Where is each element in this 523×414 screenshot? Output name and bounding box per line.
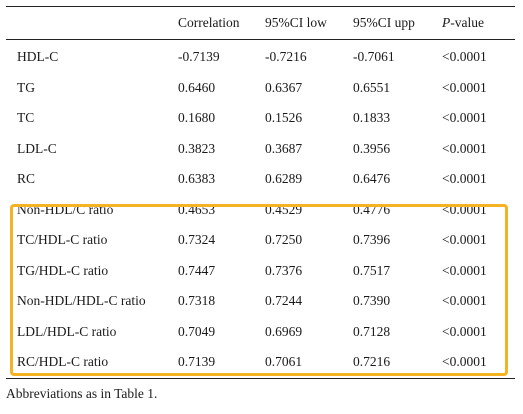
table-header-row: Correlation 95%CI low 95%CI upp P-value — [6, 8, 515, 38]
row-label: TG/HDL-C ratio — [17, 262, 109, 278]
correlation-cell: 0.7139 — [178, 354, 216, 369]
p-value-cell: <0.0001 — [442, 49, 487, 64]
header-correlation: Correlation — [178, 15, 240, 30]
p-value-cell: <0.0001 — [442, 354, 487, 369]
table-row: HDL-C -0.7139 -0.7216 -0.7061 <0.0001 — [6, 42, 515, 72]
ci-low-cell: 0.6969 — [265, 323, 303, 339]
correlation-cell: 0.6383 — [178, 171, 216, 186]
ci-low-cell: 0.7061 — [265, 354, 303, 369]
row-label: RC — [17, 171, 36, 186]
header-p-suffix: -value — [450, 15, 484, 30]
row-label: LDL-C — [17, 140, 57, 156]
table-row: LDL/HDL-C ratio 0.7049 0.6969 0.7128 <0.0001 — [6, 317, 515, 347]
row-label: TG — [17, 79, 35, 95]
ci-upp-cell: 0.3956 — [353, 140, 391, 156]
row-label: RC/HDL-C ratio — [17, 354, 109, 369]
row-label: TC/HDL-C ratio — [17, 232, 108, 247]
table-row: TC/HDL-C ratio 0.7324 0.7250 0.7396 <0.0001 — [6, 225, 515, 255]
p-value-cell: <0.0001 — [442, 323, 487, 339]
correlation-cell: 0.7318 — [178, 293, 216, 308]
correlation-cell: 0.3823 — [178, 140, 216, 156]
p-value-cell: <0.0001 — [442, 171, 487, 186]
ci-low-cell: 0.6367 — [265, 79, 303, 95]
table-row: RC 0.6383 0.6289 0.6476 <0.0001 — [6, 164, 515, 194]
ci-upp-cell: 0.1833 — [353, 110, 391, 125]
correlation-cell: -0.7139 — [178, 49, 220, 64]
p-value-cell: <0.0001 — [442, 140, 487, 156]
table-header-rule — [6, 39, 515, 40]
ci-upp-cell: 0.7216 — [353, 354, 391, 369]
ci-upp-cell: 0.6476 — [353, 171, 391, 186]
ci-upp-cell: 0.7396 — [353, 232, 391, 247]
header-ci-low: 95%CI low — [265, 15, 327, 30]
table-row: LDL-C 0.3823 0.3687 0.3956 <0.0001 — [6, 134, 515, 164]
header-ci-upp: 95%CI upp — [353, 15, 415, 30]
ci-upp-cell: 0.7128 — [353, 323, 391, 339]
correlation-cell: 0.6460 — [178, 79, 216, 95]
table-row: TC 0.1680 0.1526 0.1833 <0.0001 — [6, 103, 515, 133]
row-label: TC — [17, 110, 35, 125]
p-value-cell: <0.0001 — [442, 293, 487, 308]
row-label: Non-HDL/HDL-C ratio — [17, 293, 146, 308]
ratio-rows-highlight-box — [10, 204, 508, 376]
ci-upp-cell: 0.7517 — [353, 262, 391, 278]
correlation-cell: 0.1680 — [178, 110, 216, 125]
header-p-letter: P — [442, 15, 451, 30]
table-footnote: Abbreviations as in Table 1. — [6, 386, 158, 401]
table-row: TG/HDL-C ratio 0.7447 0.7376 0.7517 <0.0001 — [6, 256, 515, 286]
table-top-rule — [6, 6, 515, 7]
row-label: LDL/HDL-C ratio — [17, 323, 117, 339]
table-bottom-rule — [6, 378, 515, 379]
correlation-cell: 0.7049 — [178, 323, 216, 339]
p-value-cell: <0.0001 — [442, 232, 487, 247]
ci-upp-cell: 0.7390 — [353, 293, 391, 308]
ci-low-cell: 0.1526 — [265, 110, 303, 125]
ci-low-cell: 0.3687 — [265, 140, 303, 156]
ci-low-cell: -0.7216 — [265, 49, 307, 64]
table-row: Non-HDL/HDL-C ratio 0.7318 0.7244 0.7390 <0.… — [6, 286, 515, 316]
ci-low-cell: 0.7376 — [265, 262, 303, 278]
ci-upp-cell: -0.7061 — [353, 49, 395, 64]
p-value-cell: <0.0001 — [442, 79, 487, 95]
correlation-cell: 0.7447 — [178, 262, 216, 278]
p-value-cell: <0.0001 — [442, 110, 487, 125]
p-value-cell: <0.0001 — [442, 262, 487, 278]
header-p-value: P-value — [442, 8, 484, 38]
ci-upp-cell: 0.6551 — [353, 79, 391, 95]
ci-low-cell: 0.7244 — [265, 293, 303, 308]
correlation-cell: 0.7324 — [178, 232, 216, 247]
row-label: HDL-C — [17, 49, 59, 64]
ci-low-cell: 0.7250 — [265, 232, 303, 247]
table-row: RC/HDL-C ratio 0.7139 0.7061 0.7216 <0.0001 — [6, 347, 515, 377]
ci-low-cell: 0.6289 — [265, 171, 303, 186]
table-row: TG 0.6460 0.6367 0.6551 <0.0001 — [6, 73, 515, 103]
